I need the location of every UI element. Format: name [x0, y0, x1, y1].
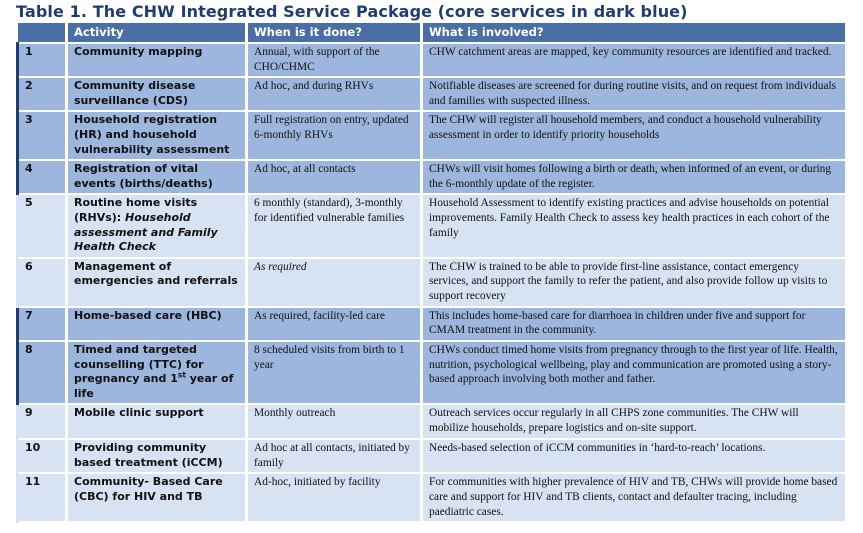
row-activity: Timed and targeted counselling (TTC) for…	[66, 340, 248, 406]
header-row: Activity When is it done? What is involv…	[17, 23, 848, 44]
header-activity: Activity	[66, 23, 248, 44]
row-when: 8 scheduled visits from birth to 1 year	[246, 340, 423, 406]
header-when: When is it done?	[246, 23, 423, 44]
row-number: 5	[16, 194, 68, 259]
activity-superscript: st	[177, 370, 186, 380]
row-what: This includes home-based care for diarrh…	[421, 306, 848, 342]
row-when: Full registration on entry, updated 6-mo…	[246, 111, 423, 162]
row-number: 1	[16, 43, 68, 79]
row-when: Ad hoc, at all contacts	[246, 160, 423, 196]
table-row-9: 9 Mobile clinic support Monthly outreach…	[16, 404, 848, 441]
row-what: CHW catchment areas are mapped, key comm…	[421, 43, 848, 79]
row-when: As required, facility-led care	[246, 306, 423, 342]
service-package-table: Activity When is it done? What is involv…	[16, 23, 848, 524]
row-when: Ad hoc, and during RHVs	[246, 77, 423, 113]
table-row-2: 2 Community disease surveillance (CDS) A…	[16, 77, 848, 113]
activity-label: Timed and targeted counselling (TTC) for…	[74, 342, 204, 386]
row-activity: Providing community based treatment (iCC…	[66, 439, 248, 475]
table-row-4: 4 Registration of vital events (births/d…	[16, 160, 848, 196]
row-what: The CHW will register all household memb…	[421, 111, 848, 162]
row-number: 2	[16, 77, 68, 113]
table-row-3: 3 Household registration (HR) and househ…	[16, 111, 848, 162]
header-number	[17, 23, 68, 44]
table-row-8: 8 Timed and targeted counselling (TTC) f…	[16, 340, 848, 406]
row-activity: Routine home visits (RHVs): Household as…	[66, 194, 248, 259]
row-number: 6	[16, 257, 68, 308]
row-number: 7	[16, 306, 68, 342]
table-row-5: 5 Routine home visits (RHVs): Household …	[16, 194, 848, 259]
row-when: Monthly outreach	[246, 404, 423, 441]
row-number: 11	[16, 473, 68, 524]
row-activity: Registration of vital events (births/dea…	[66, 160, 248, 196]
header-what: What is involved?	[421, 23, 848, 44]
row-when: 6 monthly (standard), 3-monthly for iden…	[246, 194, 423, 259]
row-what: CHWs will visit homes following a birth …	[421, 160, 848, 196]
row-when: Ad hoc at all contacts, initiated by fam…	[246, 439, 423, 475]
table-row-6: 6 Management of emergencies and referral…	[16, 257, 848, 308]
row-when: Ad-hoc, initiated by facility	[246, 473, 423, 524]
row-what: CHWs conduct timed home visits from preg…	[421, 340, 848, 406]
row-what: For communities with higher prevalence o…	[421, 473, 848, 524]
row-activity: Community- Based Care (CBC) for HIV and …	[66, 473, 248, 524]
row-what: The CHW is trained to be able to provide…	[421, 257, 848, 308]
row-number: 9	[16, 404, 68, 441]
row-activity: Mobile clinic support	[66, 404, 248, 441]
row-number: 8	[16, 340, 68, 406]
row-activity: Management of emergencies and referrals	[66, 257, 248, 308]
row-number: 4	[16, 160, 68, 196]
table-row-1: 1 Community mapping Annual, with support…	[16, 43, 848, 79]
table-row-7: 7 Home-based care (HBC) As required, fac…	[16, 306, 848, 342]
activity-label: Routine home visits (RHVs):	[74, 196, 198, 224]
row-what: Notifiable diseases are screened for dur…	[421, 77, 848, 113]
row-activity: Community disease surveillance (CDS)	[66, 77, 248, 113]
row-when: Annual, with support of the CHO/CHMC	[246, 43, 423, 79]
activity-detail: Household assessment and Family Health C…	[74, 210, 218, 254]
row-activity: Community mapping	[66, 43, 248, 79]
row-when: As required	[246, 257, 423, 308]
row-number: 3	[16, 111, 68, 162]
row-what: Outreach services occur regularly in all…	[421, 404, 848, 441]
table-title: Table 1. The CHW Integrated Service Pack…	[16, 2, 688, 21]
row-activity: Household registration (HR) and househol…	[66, 111, 248, 162]
row-what: Needs-based selection of iCCM communitie…	[421, 439, 848, 475]
row-activity: Home-based care (HBC)	[66, 306, 248, 342]
table-row-11: 11 Community- Based Care (CBC) for HIV a…	[16, 473, 848, 524]
row-number: 10	[16, 439, 68, 475]
table-row-10: 10 Providing community based treatment (…	[16, 439, 848, 475]
activity-tail: year of life	[74, 372, 234, 400]
row-what: Household Assessment to identify existin…	[421, 194, 848, 259]
